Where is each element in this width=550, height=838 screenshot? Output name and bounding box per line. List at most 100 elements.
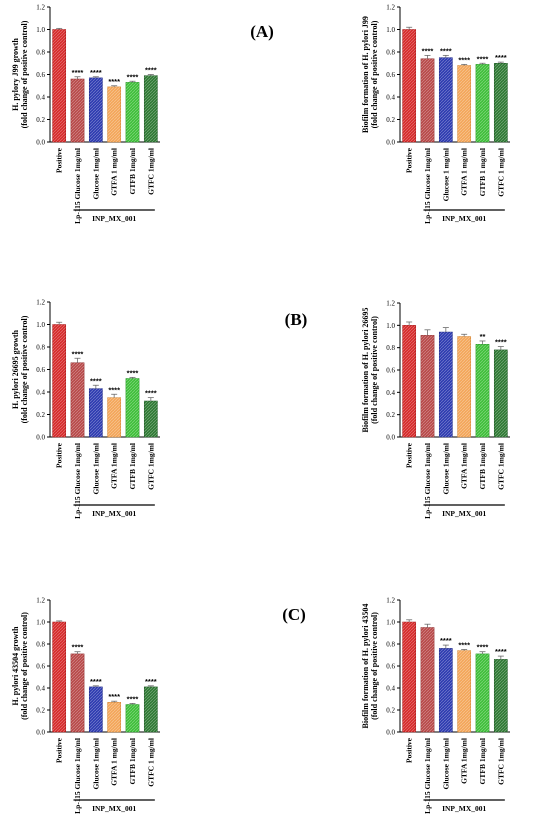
bar-texture <box>125 704 140 732</box>
category-label: Positive <box>55 737 64 763</box>
bar-texture <box>439 648 453 732</box>
y-tick-label: 1.2 <box>386 300 395 308</box>
y-tick-label: 0.0 <box>36 434 45 442</box>
bar-texture <box>107 397 121 437</box>
y-tick-label: 1.0 <box>386 619 395 627</box>
y-tick-label: 0.4 <box>386 94 395 102</box>
significance-label: **** <box>495 647 507 656</box>
category-label: Lp-115 Glucose 1mg/ml <box>423 738 432 814</box>
category-label: Lp-115 Glucose 1mg/ml <box>73 738 82 814</box>
bar-texture <box>70 653 85 732</box>
y-axis-label: (fold change of positive control) <box>370 612 379 720</box>
y-tick-label: 0.4 <box>386 685 395 693</box>
chart-4: 0.0 0.2 0.4 0.6 0.8 1.0 1.2 Biofilm formation o… <box>361 300 510 519</box>
category-label: GTFB 1mg/ml <box>128 148 137 194</box>
category-label: Lp-115 Glucose 1mg/ml <box>423 443 432 519</box>
y-tick-label: 0.6 <box>36 366 45 374</box>
significance-label: **** <box>458 55 470 64</box>
significance-label: **** <box>127 694 139 703</box>
category-label: GTFC 1mg/ml <box>496 443 505 490</box>
y-tick-label: 1.0 <box>386 322 395 330</box>
bar-texture <box>420 58 435 142</box>
y-tick-label: 0.8 <box>386 641 395 649</box>
significance-label: **** <box>495 53 507 62</box>
y-tick-label: 0.8 <box>36 641 45 649</box>
y-tick-label: 0.2 <box>386 116 395 124</box>
bar-texture <box>70 362 85 437</box>
y-axis-label: H. pylori 26695 growth <box>11 329 20 409</box>
chart-2: 0.0 0.2 0.4 0.6 0.8 1.0 1.2 Biofilm formation o… <box>361 4 510 224</box>
significance-label: **** <box>90 68 102 77</box>
y-tick-label: 0.8 <box>386 49 395 57</box>
y-tick-label: 1.0 <box>36 26 45 34</box>
category-label: Positive <box>55 147 64 173</box>
category-label: GTFA 1mg/ml <box>460 738 469 784</box>
y-axis-label: (fold change of positive control) <box>20 315 29 423</box>
category-label: GTFC 1 mg/ml <box>496 148 505 197</box>
panel-label: (B) <box>285 310 308 329</box>
category-label: GTFA 1 mg/ml <box>110 148 119 196</box>
category-label: Glucose 1mg/ml <box>91 443 100 494</box>
y-tick-label: 0.6 <box>386 71 395 79</box>
group-label: INP_MX_001 <box>442 509 486 518</box>
significance-label: **** <box>72 68 84 77</box>
bar-texture <box>144 401 158 437</box>
y-tick-label: 0.2 <box>36 116 45 124</box>
significance-label: **** <box>440 636 452 645</box>
significance-label: **** <box>90 677 102 686</box>
bar-texture <box>52 324 66 437</box>
significance-label: **** <box>72 349 84 358</box>
category-label: Glucose 1mg/ml <box>441 738 450 789</box>
bar-texture <box>457 650 471 732</box>
bar-texture <box>475 64 490 142</box>
y-tick-label: 0.0 <box>36 139 45 147</box>
category-label: GTFC 1mg/ml <box>496 738 505 785</box>
significance-label: **** <box>495 338 507 347</box>
y-tick-label: 1.0 <box>386 26 395 34</box>
y-tick-label: 0.6 <box>36 71 45 79</box>
bar-texture <box>89 388 103 437</box>
y-axis-label: Biofilm formation of H. pylori J99 <box>361 16 370 133</box>
bar-texture <box>494 349 508 437</box>
category-label: Lp-115 Glucose 1mg/ml <box>423 148 432 224</box>
significance-label: ** <box>480 332 486 341</box>
category-label: GTFA 1mg/ml <box>110 443 119 489</box>
significance-label: **** <box>108 77 120 86</box>
y-tick-label: 1.0 <box>36 619 45 627</box>
panel-label: (A) <box>250 22 274 41</box>
chart-6: 0.0 0.2 0.4 0.6 0.8 1.0 1.2 Biofilm formation o… <box>361 597 510 814</box>
y-tick-label: 0.4 <box>386 389 395 397</box>
y-tick-label: 0.2 <box>36 707 45 715</box>
y-tick-label: 0.6 <box>36 663 45 671</box>
bar-texture <box>457 65 471 142</box>
y-axis-label: H. pylory J99 growth <box>11 38 20 111</box>
group-label: INP_MX_001 <box>92 214 136 223</box>
category-label: GTFB 1mg/ml <box>478 443 487 489</box>
bar-texture <box>89 686 103 732</box>
bar-texture <box>52 29 66 142</box>
significance-label: **** <box>477 643 489 652</box>
y-axis-label: (fold change of positive control) <box>370 316 379 424</box>
category-label: GTFA 1 mg/ml <box>460 148 469 196</box>
significance-label: **** <box>108 385 120 394</box>
y-tick-label: 1.2 <box>36 4 45 12</box>
category-label: GTFC 1 mg/ml <box>146 738 155 787</box>
y-tick-label: 1.2 <box>386 597 395 605</box>
y-tick-label: 0.6 <box>386 367 395 375</box>
category-label: GTFB 1mg/ml <box>478 738 487 784</box>
y-tick-label: 0.4 <box>36 389 45 397</box>
category-label: Positive <box>405 442 414 468</box>
y-tick-label: 0.0 <box>386 729 395 737</box>
significance-label: **** <box>145 677 157 686</box>
bar-texture <box>494 659 508 732</box>
y-tick-label: 0.8 <box>36 49 45 57</box>
y-axis-label: (fold change of positive control) <box>20 612 29 720</box>
panel-label: (C) <box>282 605 306 624</box>
y-tick-label: 0.2 <box>386 411 395 419</box>
bar-texture <box>125 378 140 437</box>
significance-label: **** <box>145 389 157 398</box>
category-label: Glucose 1mg/ml <box>91 148 100 199</box>
chart-5: (C) 0.0 0.2 0.4 0.6 0.8 1.0 1.2 H. pylori 43504 … <box>11 597 306 814</box>
y-tick-label: 0.2 <box>36 411 45 419</box>
